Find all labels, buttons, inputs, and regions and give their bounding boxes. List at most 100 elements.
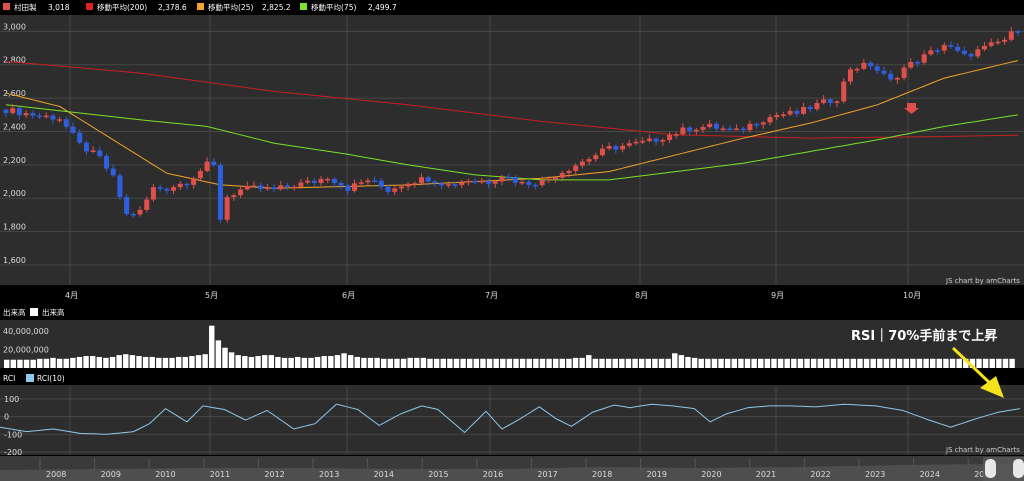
candle-body: [787, 110, 793, 115]
volume-bar: [453, 358, 460, 368]
candle-body: [707, 123, 713, 128]
candle-body: [23, 113, 29, 116]
volume-bar: [976, 358, 982, 368]
candle-body: [425, 177, 431, 182]
candle-body: [70, 126, 76, 133]
volume-bar: [248, 356, 255, 368]
candle-body: [754, 123, 760, 126]
candle-body: [760, 122, 766, 125]
candle-body: [727, 128, 733, 130]
candle-body: [492, 181, 498, 184]
volume-bar: [341, 353, 347, 368]
candle-body: [157, 187, 163, 189]
volume-bar: [215, 340, 222, 368]
volume-bar: [758, 358, 764, 368]
volume-bar: [1009, 358, 1015, 368]
candle-body: [935, 50, 941, 52]
candle-body: [995, 41, 1001, 44]
candle-body: [546, 178, 552, 181]
candle-body: [224, 197, 230, 220]
volume-bar: [969, 358, 976, 368]
candle-body: [385, 186, 391, 192]
candle-body: [821, 99, 827, 104]
candle-body: [325, 178, 331, 181]
candle-body: [613, 146, 619, 150]
candle-body: [305, 180, 311, 183]
candle-body: [599, 148, 605, 156]
candle-body: [653, 138, 659, 142]
month-label: 9月: [771, 291, 784, 300]
candle-body: [264, 187, 270, 190]
year-label: 2021: [756, 470, 776, 479]
volume-bar: [638, 358, 645, 368]
candle-body: [30, 113, 36, 116]
candle-body: [908, 62, 914, 68]
candle-body: [593, 155, 599, 160]
candle-body: [378, 180, 384, 187]
candle-body: [244, 185, 250, 190]
candle-body: [673, 134, 679, 136]
volume-bar: [17, 359, 23, 368]
navigator-right-handle[interactable]: [1013, 459, 1024, 478]
volume-bar: [592, 358, 599, 368]
volume-bar: [467, 358, 473, 368]
candle-body: [217, 165, 223, 220]
year-label: 2016: [483, 470, 503, 479]
volume-bar: [718, 358, 724, 368]
candle-body: [941, 45, 947, 51]
year-axis: 2008 2009 2010 2011 2012 2013 2014 2015 2016 2017…: [39, 458, 989, 479]
volume-bar: [645, 358, 652, 368]
volume-bar: [480, 358, 486, 368]
candle-body: [767, 117, 773, 123]
volume-bar: [533, 358, 539, 368]
candle-body: [914, 62, 920, 64]
candle-body: [191, 178, 197, 185]
volume-bar: [857, 358, 863, 368]
candle-body: [747, 123, 753, 131]
annotation-arrow: [951, 346, 1004, 398]
candle-body: [439, 183, 445, 186]
volume-bar: [777, 358, 784, 368]
volume-bar: [156, 357, 162, 368]
candle-body: [553, 177, 559, 180]
volume-bar: [103, 357, 109, 368]
legend-swatch-ma25: [197, 3, 204, 10]
candle-body: [97, 150, 103, 157]
chart-credit-rci: JS chart by amCharts: [945, 446, 1020, 454]
year-label: 2011: [210, 470, 230, 479]
volume-bar: [605, 358, 612, 368]
candle-body: [827, 99, 833, 103]
volume-bar: [810, 358, 817, 368]
navigator-left-handle[interactable]: [985, 459, 996, 478]
volume-bar: [691, 357, 698, 368]
volume-bar: [123, 354, 129, 368]
legend-swatch-rci: [26, 374, 34, 382]
candle-body: [110, 168, 116, 176]
candle-body: [586, 159, 592, 162]
volume-y-tick-label: 20,000,000: [3, 346, 49, 355]
candle-body: [150, 187, 156, 200]
volume-bar: [242, 356, 248, 368]
rci-title: RCI: [3, 374, 15, 383]
volume-bar: [923, 358, 929, 368]
candle-body: [177, 183, 183, 188]
candle-body: [579, 161, 585, 166]
month-label: 5月: [205, 291, 218, 300]
candle-body: [358, 182, 364, 184]
volume-bar: [387, 358, 394, 368]
volume-bar: [559, 358, 566, 368]
volume-bar: [552, 358, 559, 368]
volume-bar: [1002, 358, 1009, 368]
volume-bar: [116, 355, 122, 368]
volume-bar: [255, 356, 261, 368]
volume-bar: [473, 358, 480, 368]
candle-body: [43, 115, 49, 118]
candle-body: [130, 213, 136, 216]
volume-bar: [182, 356, 189, 368]
candle-body: [559, 173, 565, 178]
year-label: 2012: [264, 470, 284, 479]
year-label: 2009: [101, 470, 121, 479]
year-label: 2018: [592, 470, 612, 479]
year-label: 2010: [155, 470, 175, 479]
